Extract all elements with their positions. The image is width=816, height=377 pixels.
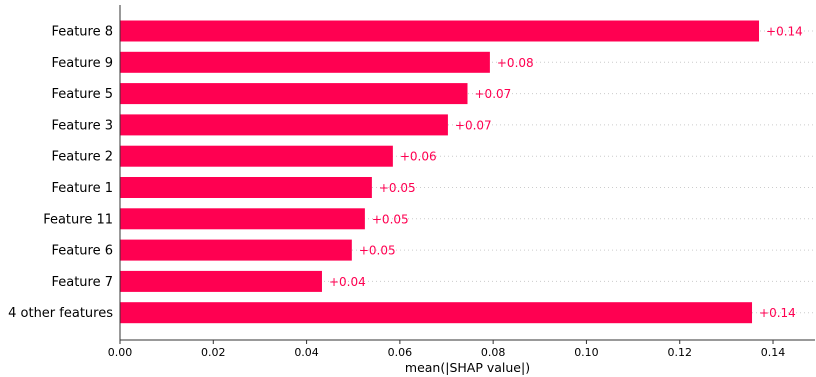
category-label: Feature 5 bbox=[51, 87, 113, 102]
category-label: Feature 3 bbox=[51, 118, 113, 133]
bar-feature-6 bbox=[120, 239, 352, 261]
category-label: Feature 6 bbox=[51, 244, 113, 259]
value-label: +0.06 bbox=[400, 150, 437, 164]
category-label: Feature 2 bbox=[51, 150, 113, 165]
bar-feature-1 bbox=[120, 177, 372, 198]
x-tick-label: 0.08 bbox=[481, 346, 506, 359]
x-tick-label: 0.10 bbox=[574, 346, 599, 359]
x-tick-label: 0.12 bbox=[667, 346, 692, 359]
bar-feature-7 bbox=[120, 270, 322, 292]
value-label: +0.07 bbox=[475, 87, 512, 101]
value-label: +0.05 bbox=[359, 244, 396, 258]
x-axis-title: mean(|SHAP value|) bbox=[405, 360, 530, 375]
value-label: +0.14 bbox=[766, 25, 803, 39]
bar-4-other-features bbox=[120, 302, 753, 324]
category-label: Feature 8 bbox=[51, 25, 113, 40]
x-ticks: 0.00 0.02 0.04 0.06 0.08 0.10 0.12 0.14 bbox=[108, 340, 786, 359]
category-label: Feature 1 bbox=[51, 181, 113, 196]
value-label: +0.05 bbox=[372, 212, 409, 226]
x-tick-label: 0.06 bbox=[388, 346, 413, 359]
value-label: +0.05 bbox=[379, 181, 416, 195]
x-tick-label: 0.14 bbox=[761, 346, 786, 359]
grid-lines bbox=[120, 30, 815, 314]
category-label: 4 other features bbox=[8, 306, 113, 321]
x-tick-label: 0.04 bbox=[294, 346, 319, 359]
x-tick-label: 0.02 bbox=[201, 346, 226, 359]
bar-feature-11 bbox=[120, 208, 365, 230]
category-label: Feature 11 bbox=[43, 212, 113, 227]
category-label: Feature 9 bbox=[51, 56, 113, 71]
bar-feature-5 bbox=[120, 83, 468, 105]
x-tick-label: 0.00 bbox=[108, 346, 133, 359]
value-labels: +0.14 +0.08 +0.07 +0.07 +0.06 +0.05 +0.05 +0.05… bbox=[329, 25, 803, 321]
bars bbox=[120, 20, 760, 324]
category-label: Feature 7 bbox=[51, 275, 113, 290]
bar-feature-8 bbox=[120, 20, 760, 42]
category-labels: Feature 8 Feature 9 Feature 5 Feature 3 Feat… bbox=[8, 25, 113, 322]
bar-feature-9 bbox=[120, 51, 490, 73]
value-label: +0.14 bbox=[759, 306, 796, 320]
bar-feature-2 bbox=[120, 145, 393, 167]
value-label: +0.07 bbox=[455, 118, 492, 132]
value-label: +0.04 bbox=[329, 275, 366, 289]
axes bbox=[119, 5, 815, 341]
value-label: +0.08 bbox=[497, 56, 534, 70]
bar-feature-3 bbox=[120, 114, 448, 136]
